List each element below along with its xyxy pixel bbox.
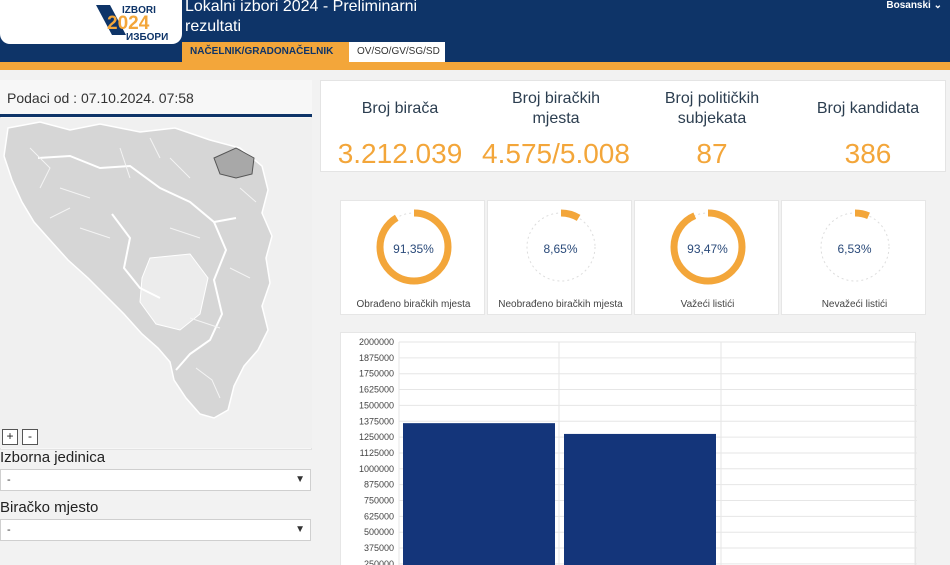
- chart-y-tick-label: 1125000: [360, 448, 394, 458]
- electoral-unit-label: Izborna jedinica: [0, 449, 106, 466]
- language-label: Bosanski: [886, 0, 931, 11]
- tab-councils[interactable]: OV/SO/GV/SG/SD: [349, 42, 445, 62]
- data-date-row: Podaci od : 07.10.2024. 07:58: [0, 80, 312, 117]
- gauge-label: Važeći listići: [680, 299, 735, 310]
- polling-station-select[interactable]: - ▼: [0, 519, 311, 541]
- data-timestamp: Podaci od : 07.10.2024. 07:58: [7, 90, 194, 106]
- gauge-percent: 8,65%: [543, 242, 578, 256]
- svg-text:IZBORI: IZBORI: [122, 5, 156, 16]
- map-dark-region: [213, 147, 255, 179]
- chart-bar[interactable]: [564, 433, 716, 565]
- chart-y-tick-label: 250000: [364, 559, 394, 565]
- gauge-label: Obrađeno biračkih mjesta: [356, 299, 471, 310]
- stat-value: 4.575/5.008: [482, 138, 630, 169]
- chart-y-tick-label: 1750000: [359, 369, 394, 379]
- header-accent-stripe: [0, 62, 950, 70]
- gauge-label: Neobrađeno biračkih mjesta: [498, 299, 623, 310]
- gauge-invalid-ballots: 6,53% Nevažeći listići: [781, 200, 926, 315]
- bih-map[interactable]: [0, 118, 312, 428]
- stat-label: Broj birača: [361, 100, 439, 117]
- zoom-in-button[interactable]: +: [2, 429, 18, 445]
- zoom-out-button[interactable]: -: [22, 429, 38, 445]
- chart-y-tick-label: 1250000: [359, 432, 394, 442]
- svg-text:2024: 2024: [107, 13, 150, 34]
- page-title: Lokalni izbori 2024 - Preliminarni rezul…: [185, 0, 418, 35]
- stat-value: 3.212.039: [337, 138, 463, 169]
- chart-y-tick-label: 1875000: [359, 353, 394, 363]
- stats-summary: Broj birača 3.212.039 Broj biračkih mjes…: [320, 80, 946, 172]
- chevron-down-icon: ⌄: [933, 0, 942, 11]
- gauge-percent: 6,53%: [837, 242, 872, 256]
- gauge-arc: [670, 209, 746, 285]
- chart-bar[interactable]: [403, 423, 555, 565]
- chart-y-tick-label: 1625000: [359, 385, 394, 395]
- chart-y-tick-label: 1375000: [359, 416, 394, 426]
- gauge-arc: [817, 209, 893, 285]
- polling-station-label: Biračko mjesto: [0, 499, 99, 516]
- chart-y-tick-label: 1000000: [359, 464, 394, 474]
- polling-station-value: -: [7, 524, 11, 536]
- stat-value: 87: [696, 138, 728, 169]
- results-chart: 2000000 1875000 1750000 1625000 1500000 13750…: [340, 332, 917, 565]
- map-highlight-region: [139, 253, 209, 331]
- chart-y-tick-label: 2000000: [359, 337, 394, 347]
- logo-container[interactable]: IZBORI 2024 ИЗБОРИ: [0, 0, 182, 44]
- gauge-percent: 93,47%: [687, 242, 728, 256]
- stat-value: 386: [844, 138, 892, 169]
- chevron-down-icon: ▼: [295, 524, 305, 535]
- bar-chart: 2000000 1875000 1750000 1625000 1500000 13750…: [359, 337, 917, 565]
- gauge-label: Nevažeći listići: [821, 299, 888, 310]
- language-selector[interactable]: Bosanski ⌄: [886, 0, 942, 11]
- stat-label-line2: subjekata: [677, 110, 747, 127]
- elections-logo: IZBORI 2024 ИЗБОРИ: [96, 5, 168, 43]
- chart-y-tick-label: 750000: [364, 496, 394, 506]
- chart-y-tick-label: 1500000: [359, 400, 394, 410]
- gauge-arc: [523, 209, 599, 285]
- chart-y-tick-label: 875000: [364, 480, 394, 490]
- tab-mayor[interactable]: NAČELNIK/GRADONAČELNIK: [182, 42, 349, 62]
- gauge-processed-stations: 91,35% Obrađeno biračkih mjesta: [340, 200, 485, 315]
- map-area[interactable]: [0, 118, 312, 448]
- gauge-percent: 91,35%: [393, 242, 434, 256]
- chart-y-tick-label: 625000: [364, 511, 394, 521]
- stat-label-line2: mjesta: [532, 110, 580, 127]
- chevron-down-icon: ▼: [295, 474, 305, 485]
- gauge-valid-ballots: 93,47% Važeći listići: [634, 200, 779, 315]
- electoral-unit-select[interactable]: - ▼: [0, 469, 311, 491]
- chart-y-tick-label: 500000: [364, 527, 394, 537]
- svg-text:ИЗБОРИ: ИЗБОРИ: [126, 32, 168, 43]
- stat-label: Broj kandidata: [816, 100, 920, 117]
- gauge-arc: [376, 209, 452, 285]
- electoral-unit-value: -: [7, 474, 11, 486]
- gauge-unprocessed-stations: 8,65% Neobrađeno biračkih mjesta: [487, 200, 632, 315]
- stat-label: Broj političkih: [664, 90, 760, 107]
- stat-label: Broj biračkih: [511, 90, 601, 107]
- chart-y-tick-label: 375000: [364, 543, 394, 553]
